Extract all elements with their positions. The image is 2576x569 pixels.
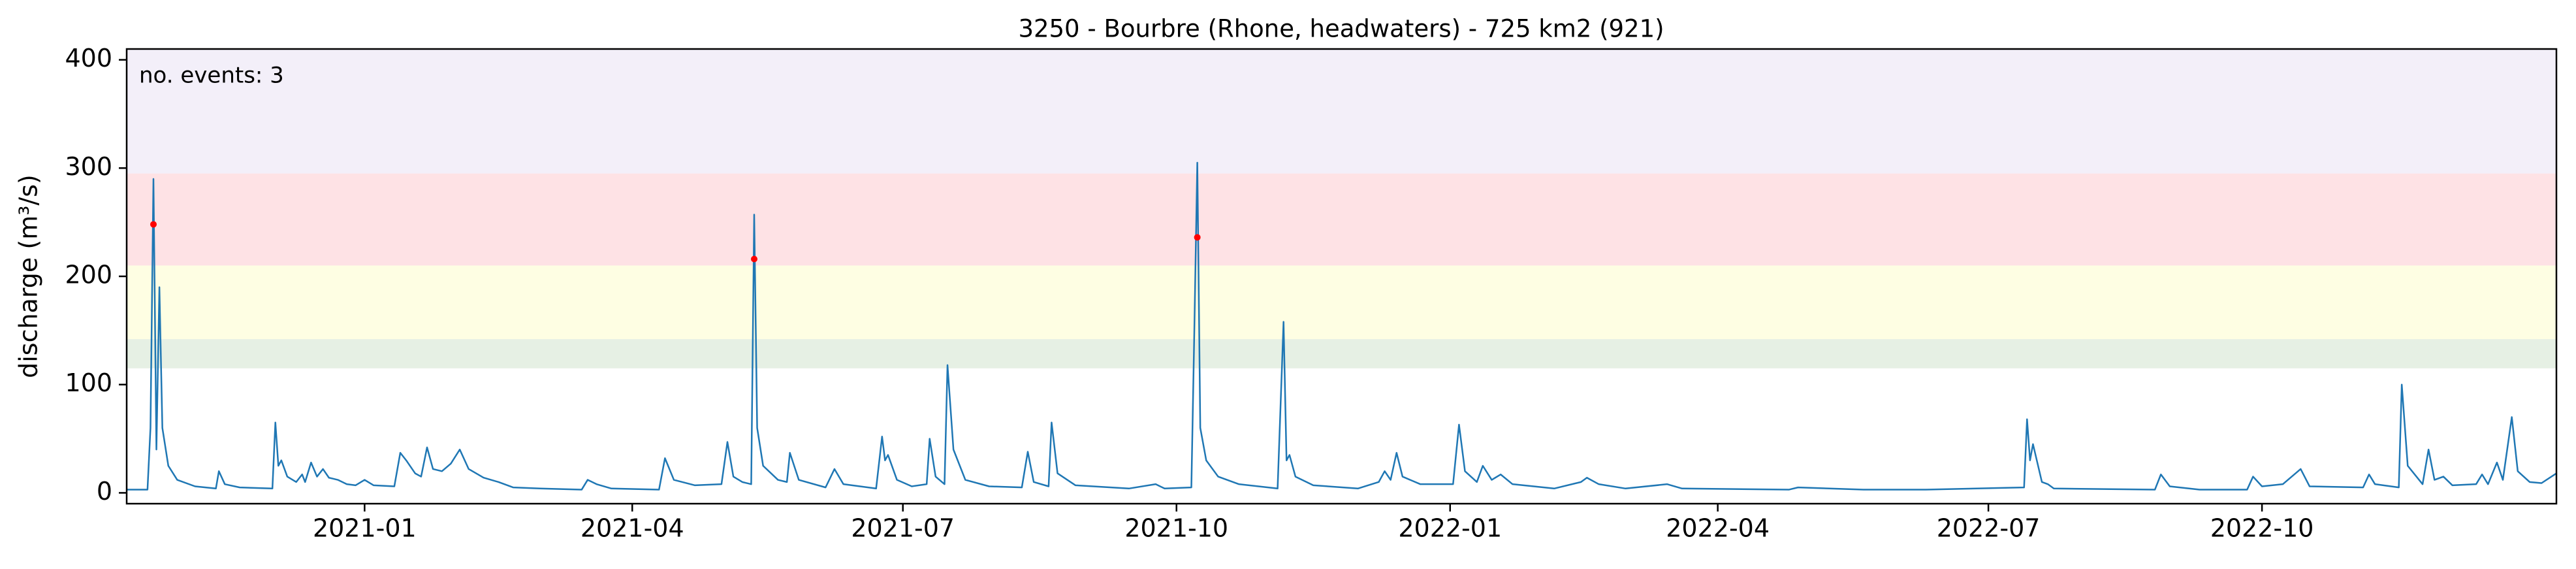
discharge-line [127,161,2557,491]
plot-frame [125,48,2558,505]
y-tick-label: 300 [65,152,112,181]
x-tick-label: 2021-04 [580,514,684,543]
threshold-band [127,49,2556,174]
y-tick-label: 100 [65,368,112,397]
x-tick-label: 2022-07 [1937,514,2041,543]
axes-ticks: 0 100 200 300 400 2021-01 2021-04 2021-07 2021-1… [65,44,2314,542]
threshold-bands [127,49,2556,368]
y-tick-label: 400 [65,44,112,73]
chart-title: 3250 - Bourbre (Rhone, headwaters) - 725… [1018,15,1664,43]
event-point [1194,234,1201,241]
x-tick-label: 2022-04 [1666,514,1770,543]
threshold-band [127,339,2556,368]
y-axis-label: discharge (m³/s) [14,174,43,378]
event-point [750,255,757,263]
data-marks [127,161,2557,491]
threshold-band [127,173,2556,266]
events-annotation: no. events: 3 [139,63,284,89]
y-tick-label: 0 [97,477,112,506]
y-tick-label: 200 [65,261,112,289]
x-tick-label: 2022-10 [2210,514,2314,543]
x-tick-label: 2021-10 [1124,514,1228,543]
x-tick-label: 2021-01 [313,514,417,543]
x-tick-label: 2022-01 [1398,514,1502,543]
threshold-band [127,265,2556,340]
x-tick-label: 2021-07 [851,514,955,543]
event-point [150,221,157,228]
